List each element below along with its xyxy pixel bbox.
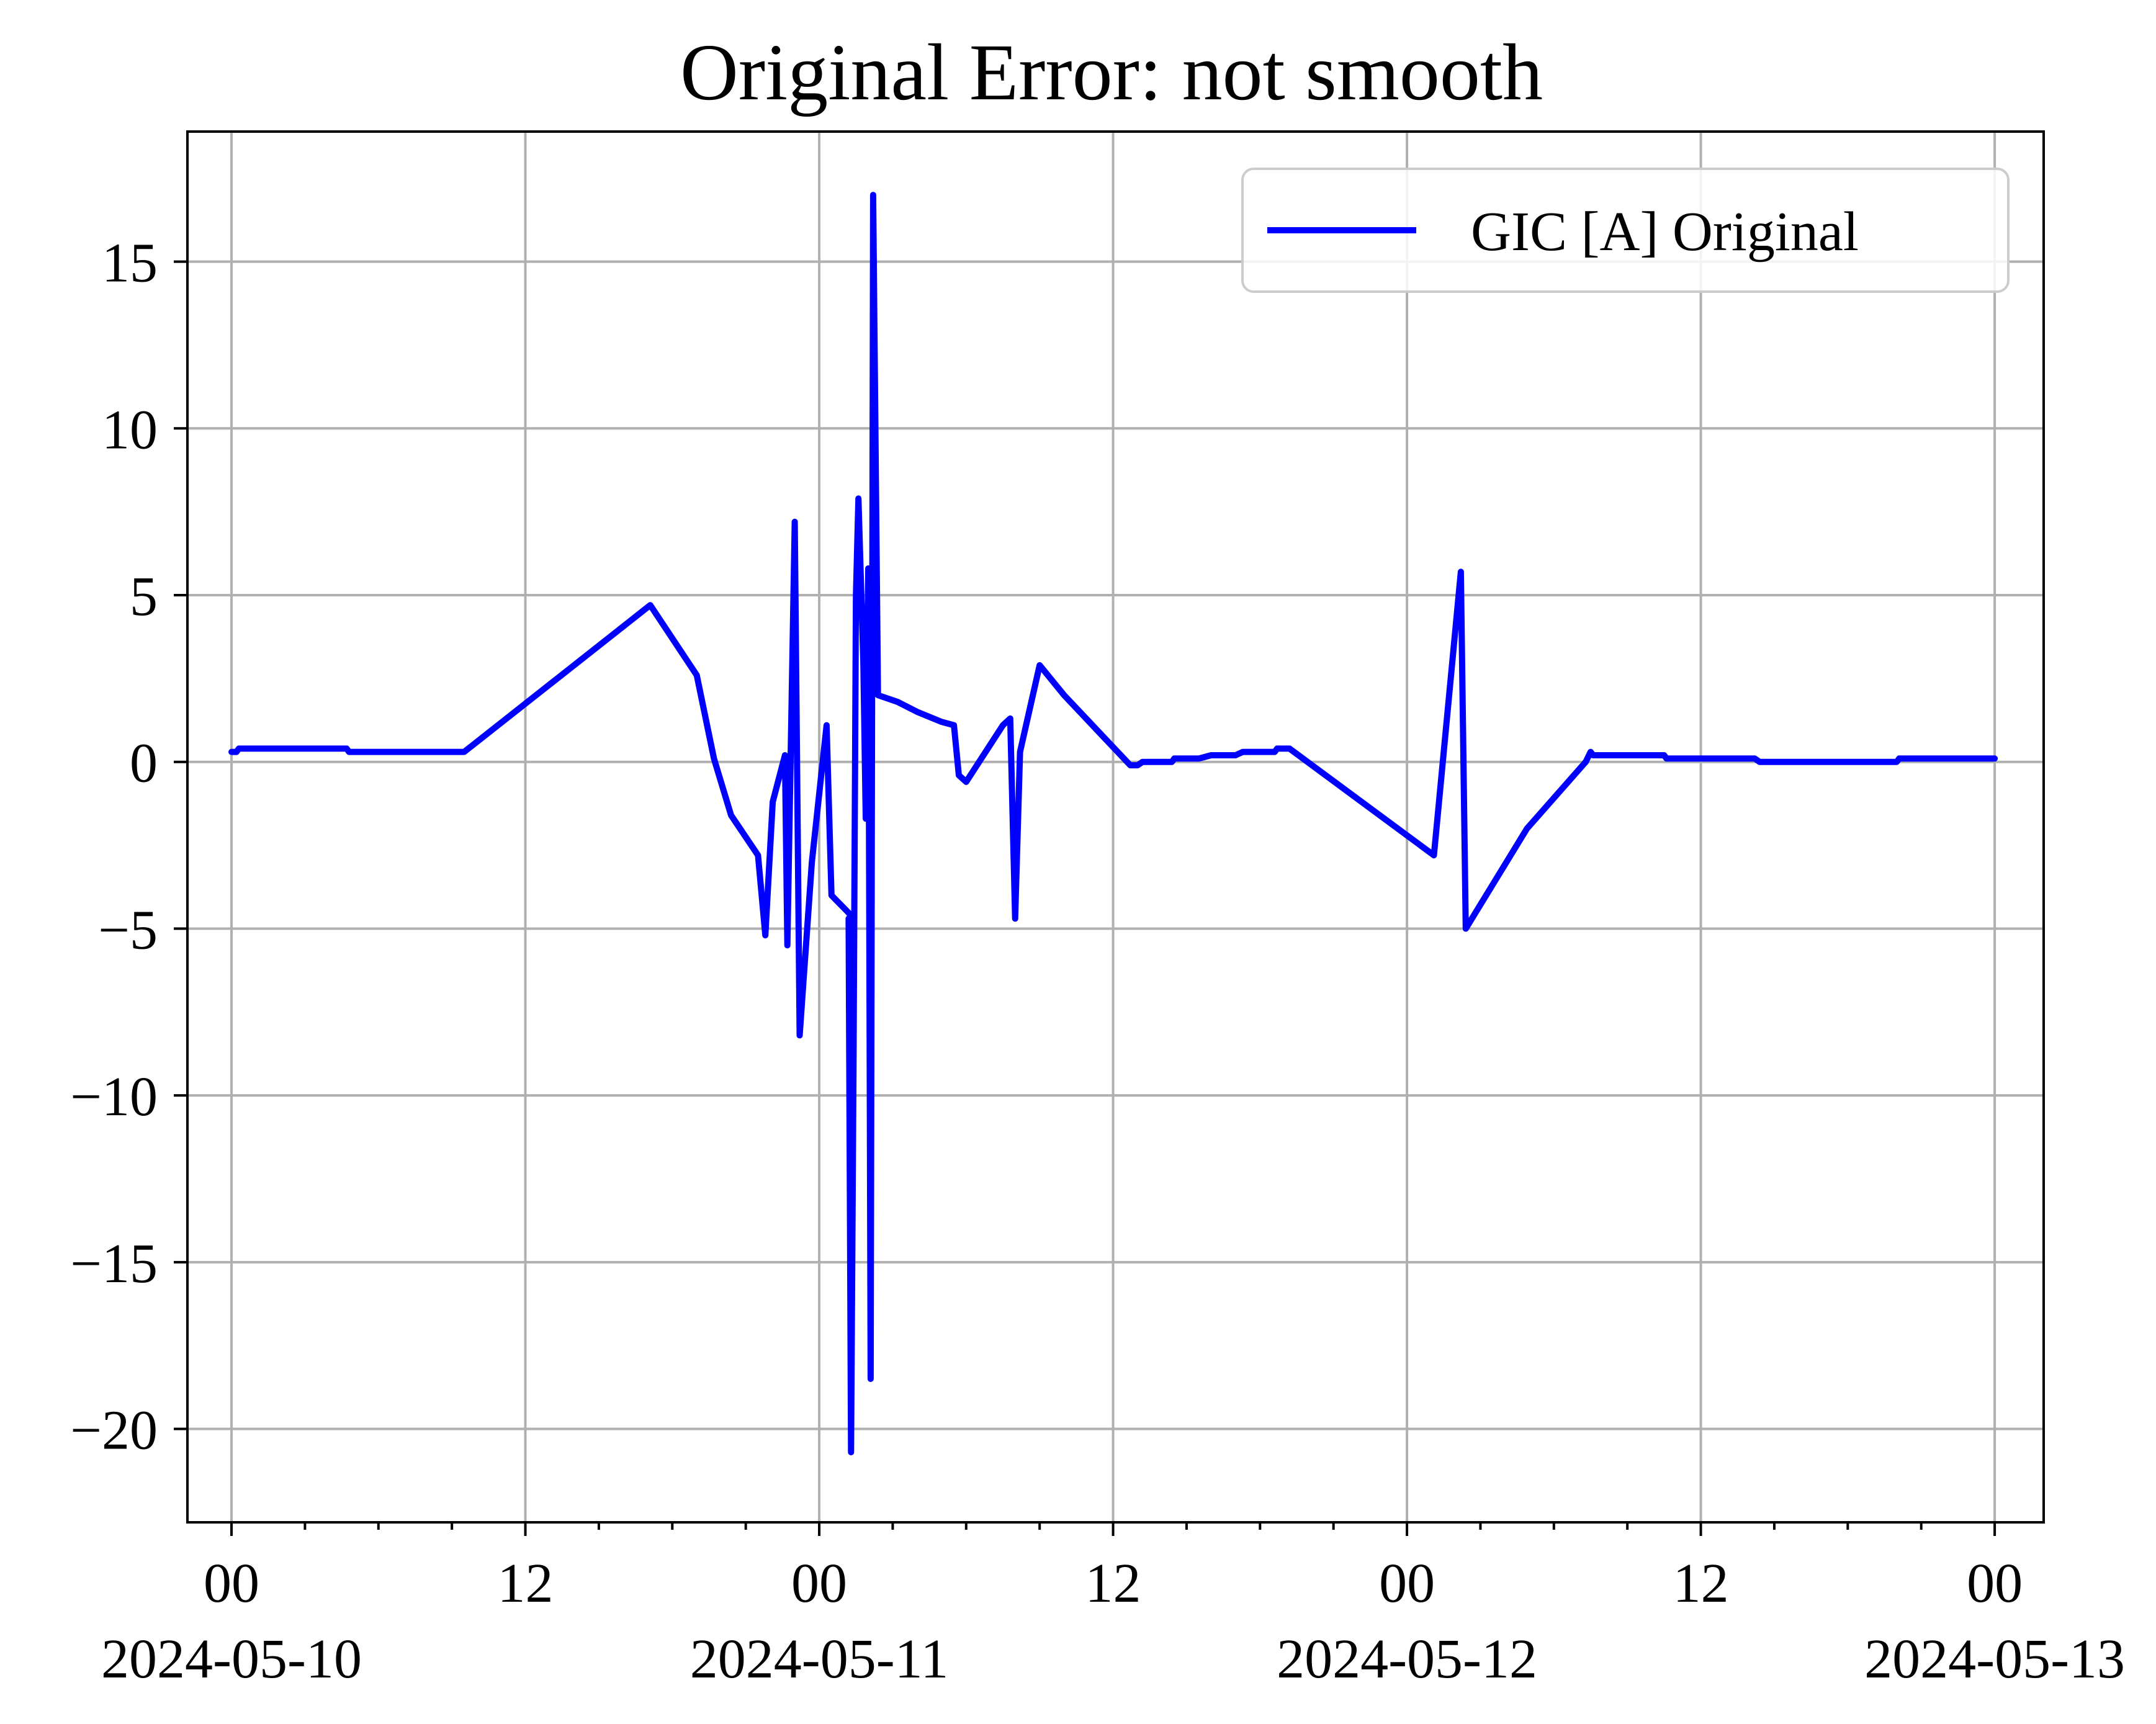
x-tick-label: 00 [204,1553,259,1614]
y-tick-label: 10 [102,399,158,460]
axes-frame [186,130,2045,1524]
x-date-label: 2024-05-10 [101,1628,362,1690]
x-date-label: 2024-05-11 [690,1628,949,1690]
series-line-0 [228,192,1998,1456]
legend-label: GIC [A] Original [1471,201,1859,263]
y-tick-label: 15 [102,233,158,294]
x-tick-label: 12 [1673,1553,1729,1614]
y-tick-label: −20 [70,1400,158,1461]
x-tick-label: 00 [1379,1553,1435,1614]
y-tick-label: 0 [130,733,158,794]
x-tick-label: 12 [1085,1553,1141,1614]
y-tick-label: 5 [130,566,158,627]
legend-box [1241,168,2010,293]
chart-title: Original Error: not smooth [680,28,1543,117]
x-date-label: 2024-05-12 [1277,1628,1537,1690]
y-tick-label: −15 [70,1233,158,1295]
x-tick-label: 12 [498,1553,554,1614]
x-tick-label: 00 [791,1553,847,1614]
legend: GIC [A] Original [1241,168,2010,293]
y-tick-label: −5 [98,899,158,961]
ticks: 00 2024-05-10 12 00 2024-05-11 12 00 2024-05-12… [70,233,2125,1690]
grid [187,132,2044,1522]
series-group [228,192,1998,1456]
x-tick-label: 00 [1967,1553,2023,1614]
x-date-label: 2024-05-13 [1864,1628,2125,1690]
y-tick-label: −10 [70,1066,158,1128]
